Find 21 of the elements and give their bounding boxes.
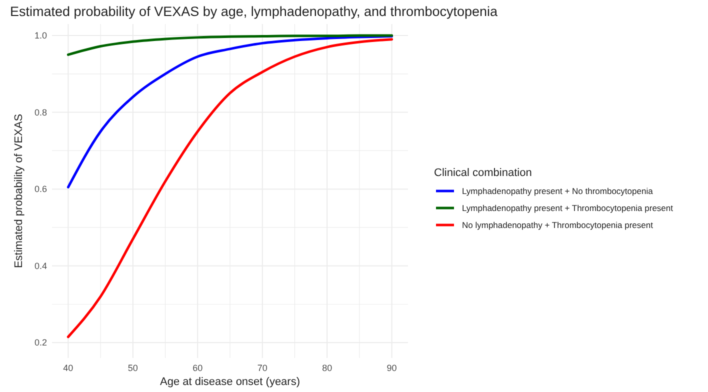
chart-title: Estimated probability of VEXAS by age, lymphadenopathy, and thrombocytopenia xyxy=(10,4,498,19)
legend-title: Clinical combination xyxy=(434,167,532,179)
x-tick-label: 60 xyxy=(192,363,203,373)
y-tick-label: 0.2 xyxy=(34,338,47,348)
x-tick-label: 50 xyxy=(128,363,138,373)
line-series xyxy=(66,34,394,56)
y-tick-label: 0.8 xyxy=(34,107,47,118)
legend-label: Lymphadenopathy present + Thrombocytopenia present xyxy=(462,203,674,213)
x-tick-label: 80 xyxy=(322,363,332,373)
x-tick-label: 70 xyxy=(257,363,268,373)
x-axis-title: Age at disease onset (years) xyxy=(160,376,300,388)
y-tick-label: 0.6 xyxy=(34,184,47,194)
y-tick-label: 1.0 xyxy=(34,30,47,41)
y-tick-label: 0.4 xyxy=(34,260,47,271)
x-tick-label: 90 xyxy=(386,363,397,373)
line-series xyxy=(66,38,394,338)
legend-label: No lymphadenopathy + Thrombocytopenia present xyxy=(462,220,654,230)
line-series xyxy=(66,35,394,188)
legend-label: Lymphadenopathy present + No thrombocytopenia xyxy=(462,186,654,196)
y-axis-title: Estimated probability of VEXAS xyxy=(13,114,25,268)
x-tick-label: 40 xyxy=(63,363,74,373)
